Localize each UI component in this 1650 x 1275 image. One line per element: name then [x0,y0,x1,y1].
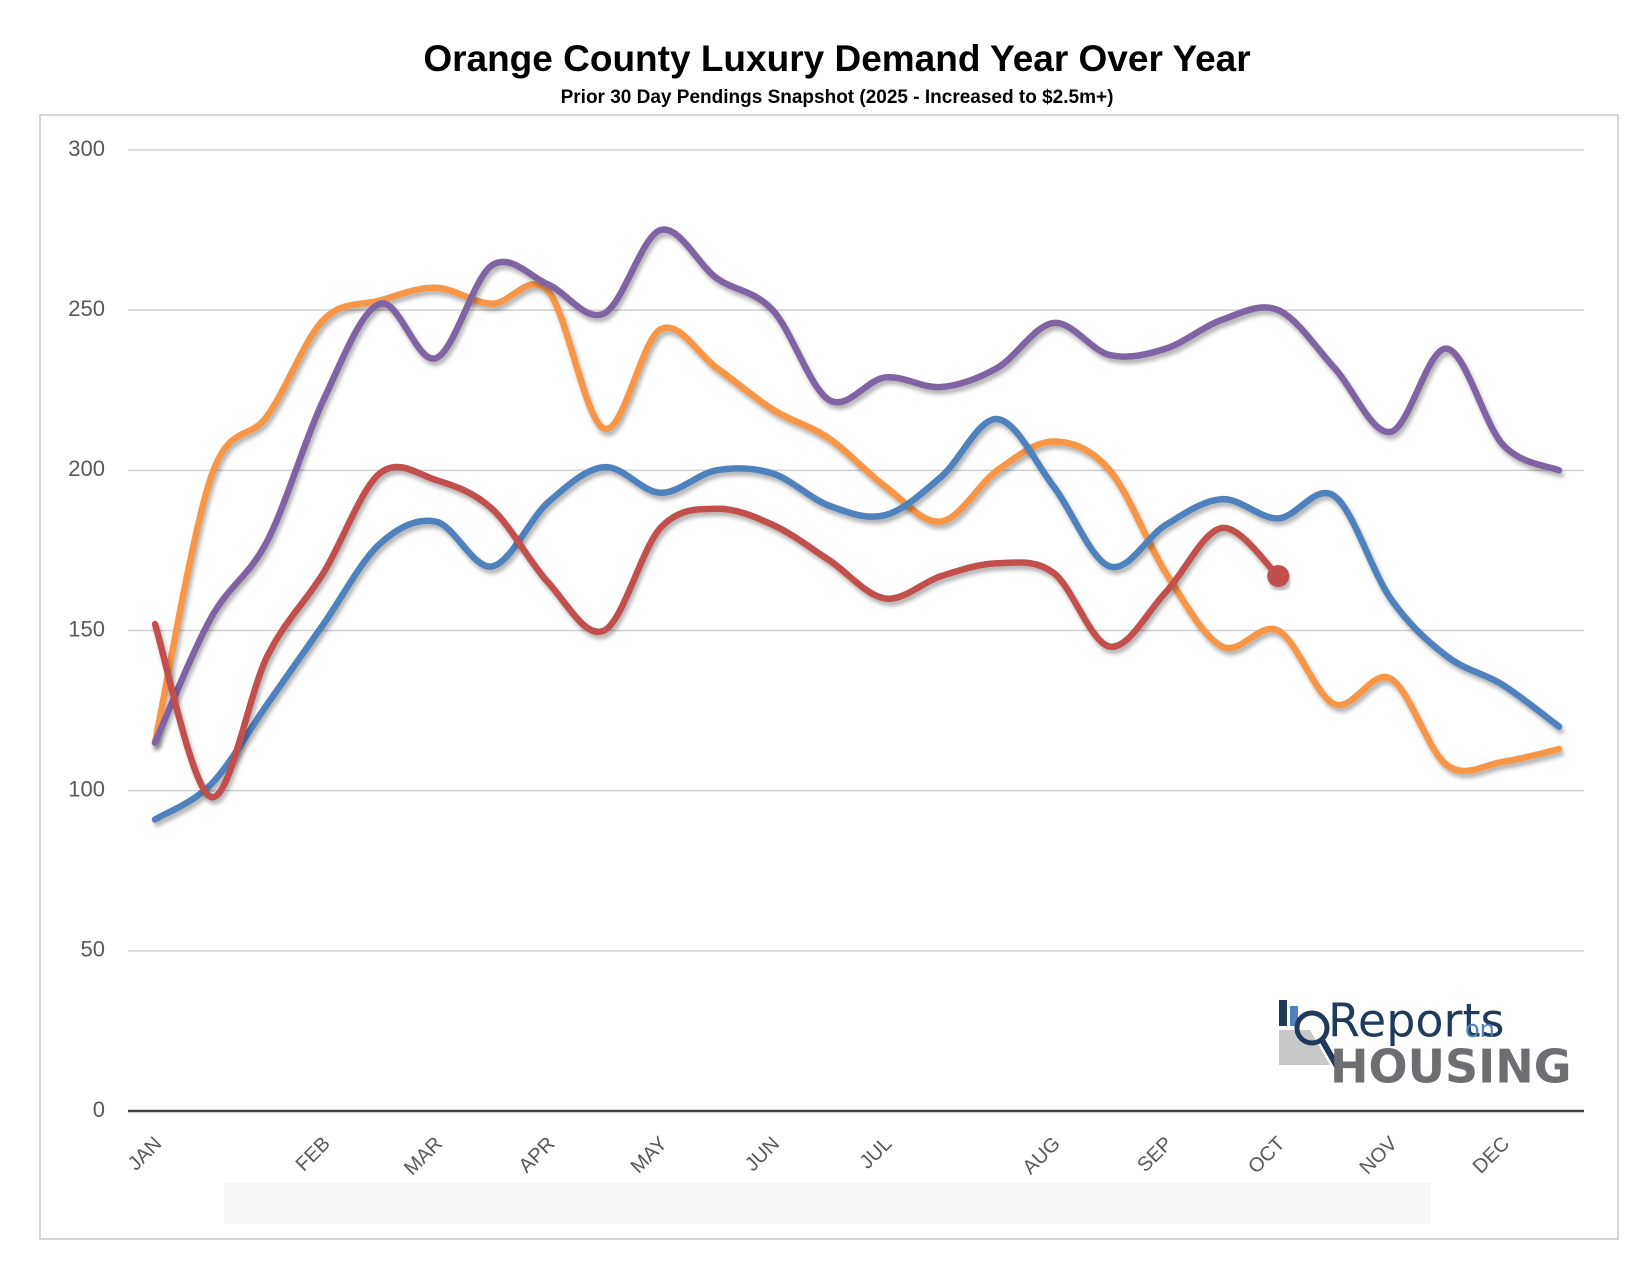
series-line [151,281,1563,775]
chart-title: Orange County Luxury Demand Year Over Ye… [423,38,1250,79]
y-tick-label: 0 [93,1097,105,1122]
y-tick-label: 250 [68,296,105,321]
logo-icon [1294,1010,1330,1046]
logo: Reports on HOUSING [1279,994,1571,1094]
y-tick-label: 50 [81,937,105,962]
logo-icon [1290,1006,1298,1026]
logo-text: Reports [1328,994,1504,1048]
y-tick-label: 300 [68,136,105,161]
y-tick-label: 200 [68,456,105,481]
series-line [151,226,1563,746]
logo-text: HOUSING [1330,1040,1571,1094]
logo-icon [1279,1030,1330,1065]
plot-frame [39,114,1619,1240]
y-tick-label: 100 [68,776,105,801]
y-tick-label: 150 [68,616,105,641]
logo-text: on [1465,1015,1495,1043]
logo-icon [1279,1000,1287,1026]
chart-subtitle: Prior 30 Day Pendings Snapshot (2025 - I… [561,87,1114,108]
series-line [151,463,1282,801]
legend-background [224,1183,1431,1224]
end-marker [1267,565,1290,588]
series-line [151,415,1563,823]
logo-icon [1319,1038,1341,1070]
